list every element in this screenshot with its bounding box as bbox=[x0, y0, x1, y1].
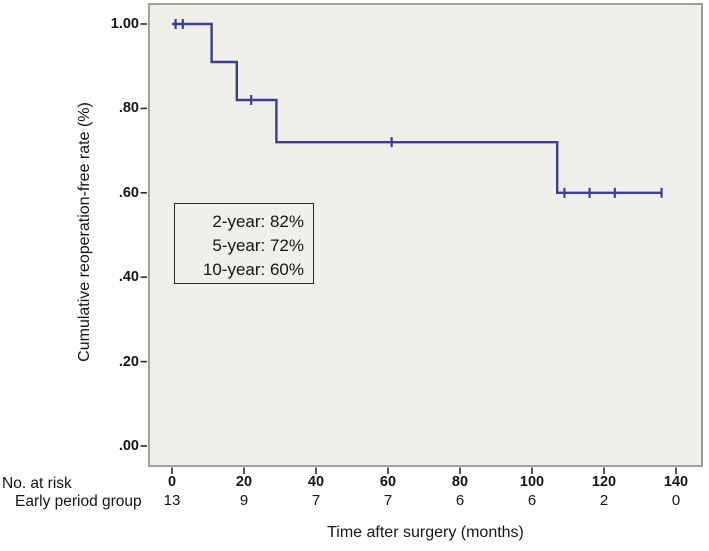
annotation-line-5-year: 5-year: 72% bbox=[212, 236, 304, 255]
at-risk-count: 2 bbox=[599, 492, 609, 509]
at-risk-count: 6 bbox=[527, 492, 537, 509]
at-risk-count: 13 bbox=[163, 492, 181, 509]
y-axis-tick-label: 1.00 bbox=[110, 16, 139, 32]
survival-rates-annotation-box: 2-year: 82% 5-year: 72% 10-year: 60% bbox=[174, 203, 314, 284]
x-axis-tick-label: 0 bbox=[167, 474, 177, 490]
at-risk-count: 7 bbox=[311, 492, 321, 509]
y-axis-title-wrap: Cumulative reoperation-free rate (%) bbox=[74, 0, 96, 469]
y-axis-title: Cumulative reoperation-free rate (%) bbox=[76, 102, 94, 362]
y-axis-tick-label: .80 bbox=[118, 100, 139, 117]
x-axis-tick-label: 120 bbox=[591, 474, 617, 490]
y-axis-tick-label: .00 bbox=[118, 438, 139, 454]
at-risk-count: 7 bbox=[383, 492, 393, 509]
at-risk-row-label: Early period group bbox=[15, 493, 142, 510]
y-axis-tick-label: .20 bbox=[118, 353, 139, 370]
x-axis-title: Time after surgery (months) bbox=[327, 524, 524, 541]
at-risk-count: 6 bbox=[455, 492, 465, 509]
annotation-line-2-year: 2-year: 82% bbox=[212, 212, 304, 231]
x-axis-tick-label: 140 bbox=[663, 474, 689, 490]
y-axis-tick-label: .40 bbox=[118, 269, 139, 286]
at-risk-count: 0 bbox=[671, 492, 681, 509]
y-axis-tick-label: .60 bbox=[118, 184, 139, 201]
x-axis-tick-label: 100 bbox=[519, 474, 545, 490]
x-axis-tick-label: 60 bbox=[379, 474, 397, 490]
at-risk-count: 9 bbox=[239, 492, 249, 509]
x-axis-tick-label: 40 bbox=[307, 474, 325, 490]
x-axis-tick-label: 20 bbox=[235, 474, 253, 490]
at-risk-header: No. at risk bbox=[2, 475, 72, 492]
x-axis-tick-label: 80 bbox=[451, 474, 469, 490]
annotation-line-10-year: 10-year: 60% bbox=[202, 260, 304, 279]
